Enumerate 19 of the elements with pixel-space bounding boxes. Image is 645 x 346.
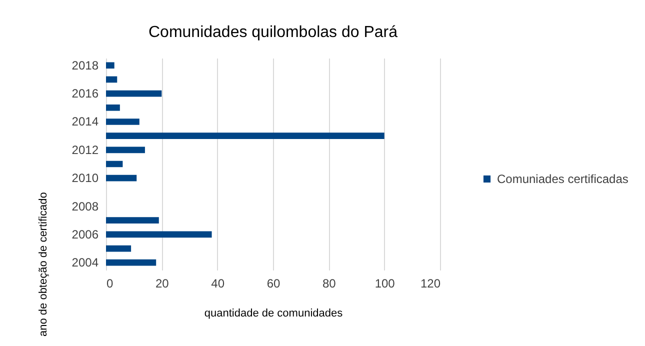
- chart-title: Comunidades quilombolas do Pará: [148, 24, 398, 41]
- y-tick-label: 2016: [72, 86, 99, 101]
- legend-label: Comuniades certificadas: [497, 172, 628, 186]
- y-tick-label: 2014: [72, 114, 99, 129]
- x-tick-label: 80: [322, 276, 336, 290]
- y-tick-label: 2008: [72, 199, 99, 214]
- y-axis-title: ano de obteção de certificado: [38, 192, 50, 336]
- y-tick-label: 2010: [72, 171, 99, 186]
- x-axis-title: quantidade de comunidades: [204, 308, 344, 320]
- y-tick-label: 2018: [72, 58, 99, 72]
- y-tick-label: 2004: [72, 256, 99, 270]
- x-tick-label: 40: [211, 276, 225, 290]
- y-tick-label: 2006: [72, 227, 99, 242]
- y-tick-label: 2012: [72, 142, 99, 157]
- x-tick-label: 20: [155, 276, 170, 290]
- x-tick-label: 0: [106, 276, 114, 290]
- x-tick-label: 120: [420, 276, 441, 290]
- x-tick-label: 100: [374, 276, 396, 290]
- x-tick-label: 60: [266, 276, 280, 290]
